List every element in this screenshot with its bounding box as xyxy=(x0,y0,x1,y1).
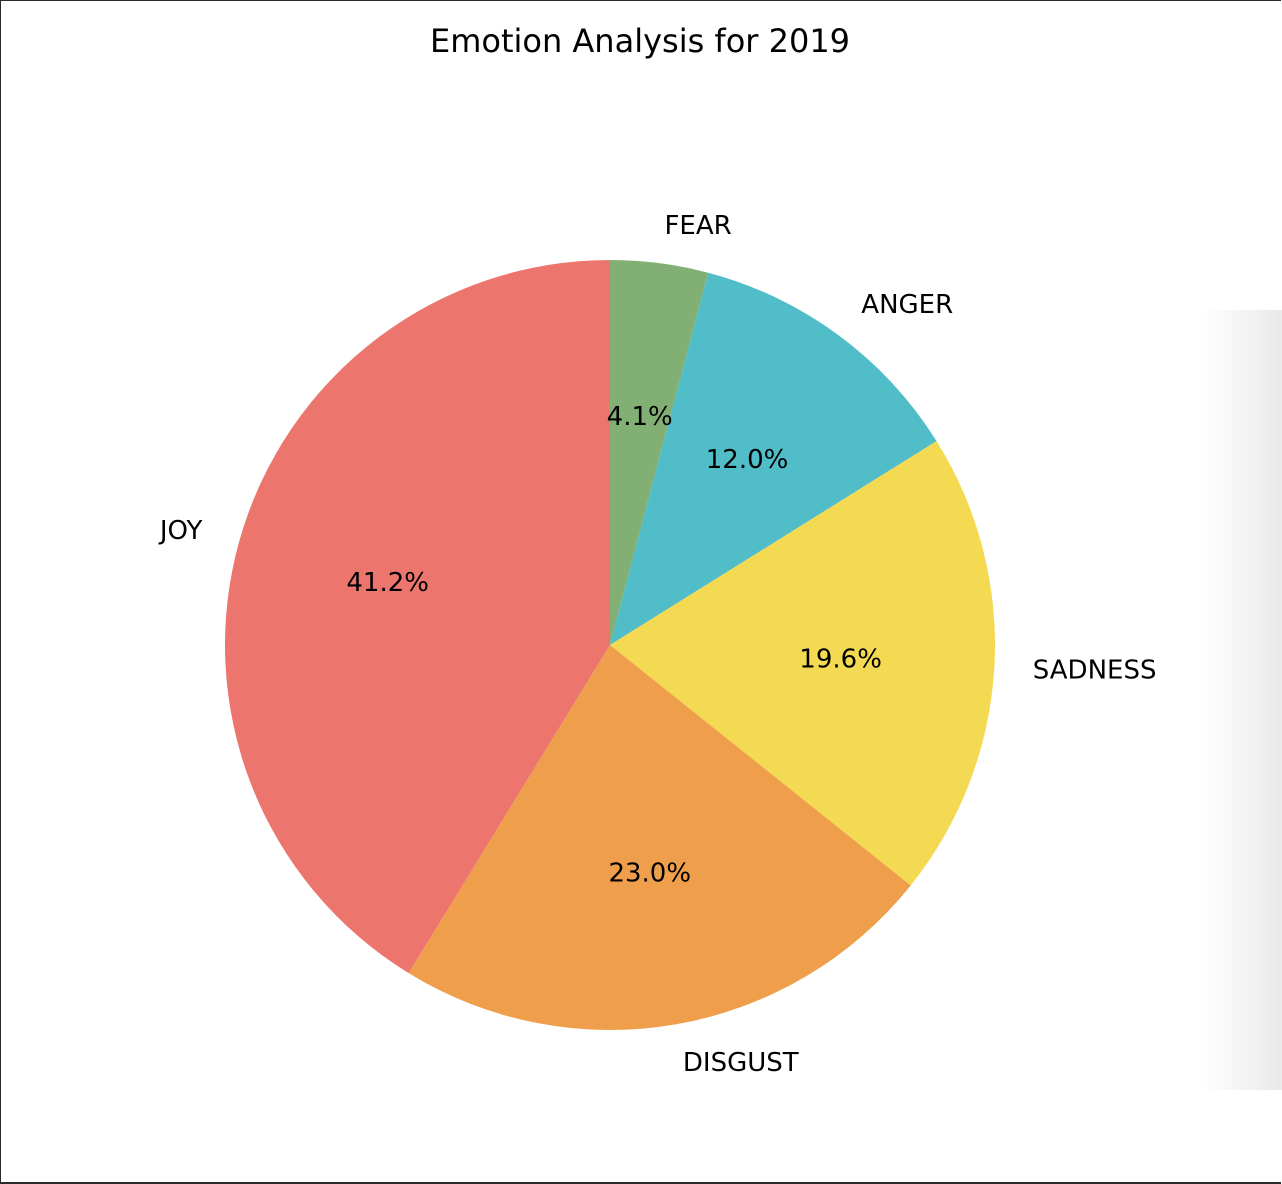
slice-disgust xyxy=(408,645,911,1030)
pie-slices xyxy=(225,260,996,1030)
pct-label-joy: 41.2% xyxy=(346,568,429,598)
category-label-joy: JOY xyxy=(158,516,203,546)
slice-sadness xyxy=(610,441,996,886)
pct-label-disgust: 23.0% xyxy=(608,859,691,889)
slice-anger xyxy=(610,272,937,645)
category-label-disgust: DISGUST xyxy=(683,1048,799,1078)
category-label-anger: ANGER xyxy=(861,290,953,320)
slice-joy xyxy=(225,260,611,974)
pct-label-anger: 12.0% xyxy=(706,445,789,475)
category-label-sadness: SADNESS xyxy=(1033,656,1157,686)
category-label-fear: FEAR xyxy=(664,211,731,241)
chart-title: Emotion Analysis for 2019 xyxy=(430,22,850,60)
pie-labels: 4.1% FEAR 12.0% ANGER 19.6% SADNESS 23.0% DISGU… xyxy=(158,211,1157,1078)
pct-label-sadness: 19.6% xyxy=(799,644,882,674)
slice-fear xyxy=(610,260,709,645)
pct-label-fear: 4.1% xyxy=(607,402,673,432)
